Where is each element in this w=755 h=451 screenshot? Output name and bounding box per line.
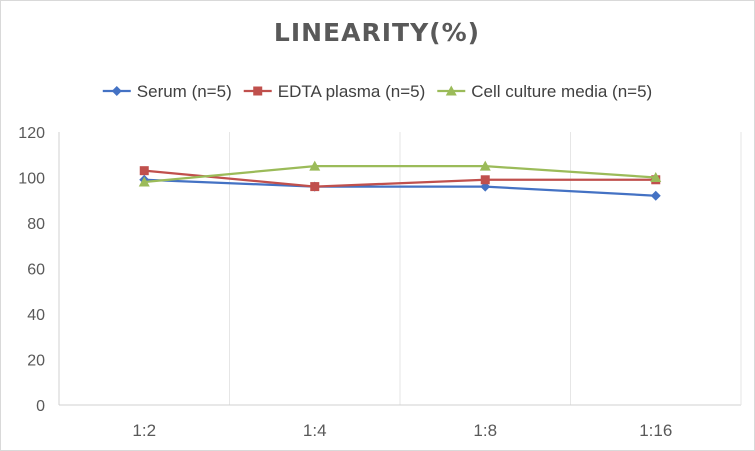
data-point — [479, 160, 491, 171]
data-point — [309, 160, 321, 171]
legend-label: EDTA plasma (n=5) — [278, 82, 426, 101]
series-line — [144, 165, 656, 184]
legend-marker — [111, 86, 122, 96]
y-tick-label: 40 — [27, 307, 45, 324]
legend: Serum (n=5) EDTA plasma (n=5) Cell culture… — [102, 82, 652, 101]
data-point — [138, 176, 150, 187]
data-point — [650, 172, 662, 182]
legend-marker — [445, 85, 457, 96]
y-tick-label: 60 — [27, 262, 45, 279]
data-point — [310, 182, 320, 192]
series-line — [144, 178, 656, 197]
legend-item-3: Cell culture media (n=5) — [437, 82, 652, 101]
data-point — [139, 166, 149, 176]
x-tick-label: 1:8 — [473, 421, 497, 440]
legend-label: Serum (n=5) — [137, 82, 232, 101]
series-3 — [138, 160, 662, 187]
y-tick-label: 80 — [27, 216, 45, 233]
data-point — [650, 190, 661, 201]
chart-title: LINEARITY(%) — [274, 18, 480, 47]
data-point — [480, 175, 490, 185]
y-tick-label: 20 — [27, 353, 45, 370]
x-tick-label: 1:2 — [132, 421, 156, 440]
x-tick-label: 1:16 — [639, 421, 672, 440]
plot-area: 0 20 40 60 80 100 120 1:2 1:4 1:8 1:16 — [18, 125, 742, 440]
y-tick-label: 120 — [18, 125, 45, 142]
x-tick-label: 1:4 — [303, 421, 327, 440]
legend-label: Cell culture media (n=5) — [471, 82, 652, 101]
legend-item-2: EDTA plasma (n=5) — [243, 82, 426, 101]
y-tick-label: 0 — [36, 398, 45, 415]
series-line — [144, 169, 656, 188]
y-tick-label: 100 — [18, 171, 45, 188]
legend-marker — [253, 86, 263, 96]
legend-item-1: Serum (n=5) — [102, 82, 232, 101]
